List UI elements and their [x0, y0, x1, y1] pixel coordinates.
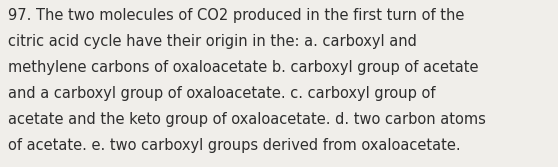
- Text: 97. The two molecules of CO2 produced in the first turn of the: 97. The two molecules of CO2 produced in…: [8, 8, 465, 23]
- Text: acetate and the keto group of oxaloacetate. d. two carbon atoms: acetate and the keto group of oxaloaceta…: [8, 112, 486, 127]
- Text: and a carboxyl group of oxaloacetate. c. carboxyl group of: and a carboxyl group of oxaloacetate. c.…: [8, 86, 436, 101]
- Text: of acetate. e. two carboxyl groups derived from oxaloacetate.: of acetate. e. two carboxyl groups deriv…: [8, 138, 461, 153]
- Text: methylene carbons of oxaloacetate b. carboxyl group of acetate: methylene carbons of oxaloacetate b. car…: [8, 60, 479, 75]
- Text: citric acid cycle have their origin in the: a. carboxyl and: citric acid cycle have their origin in t…: [8, 34, 417, 49]
